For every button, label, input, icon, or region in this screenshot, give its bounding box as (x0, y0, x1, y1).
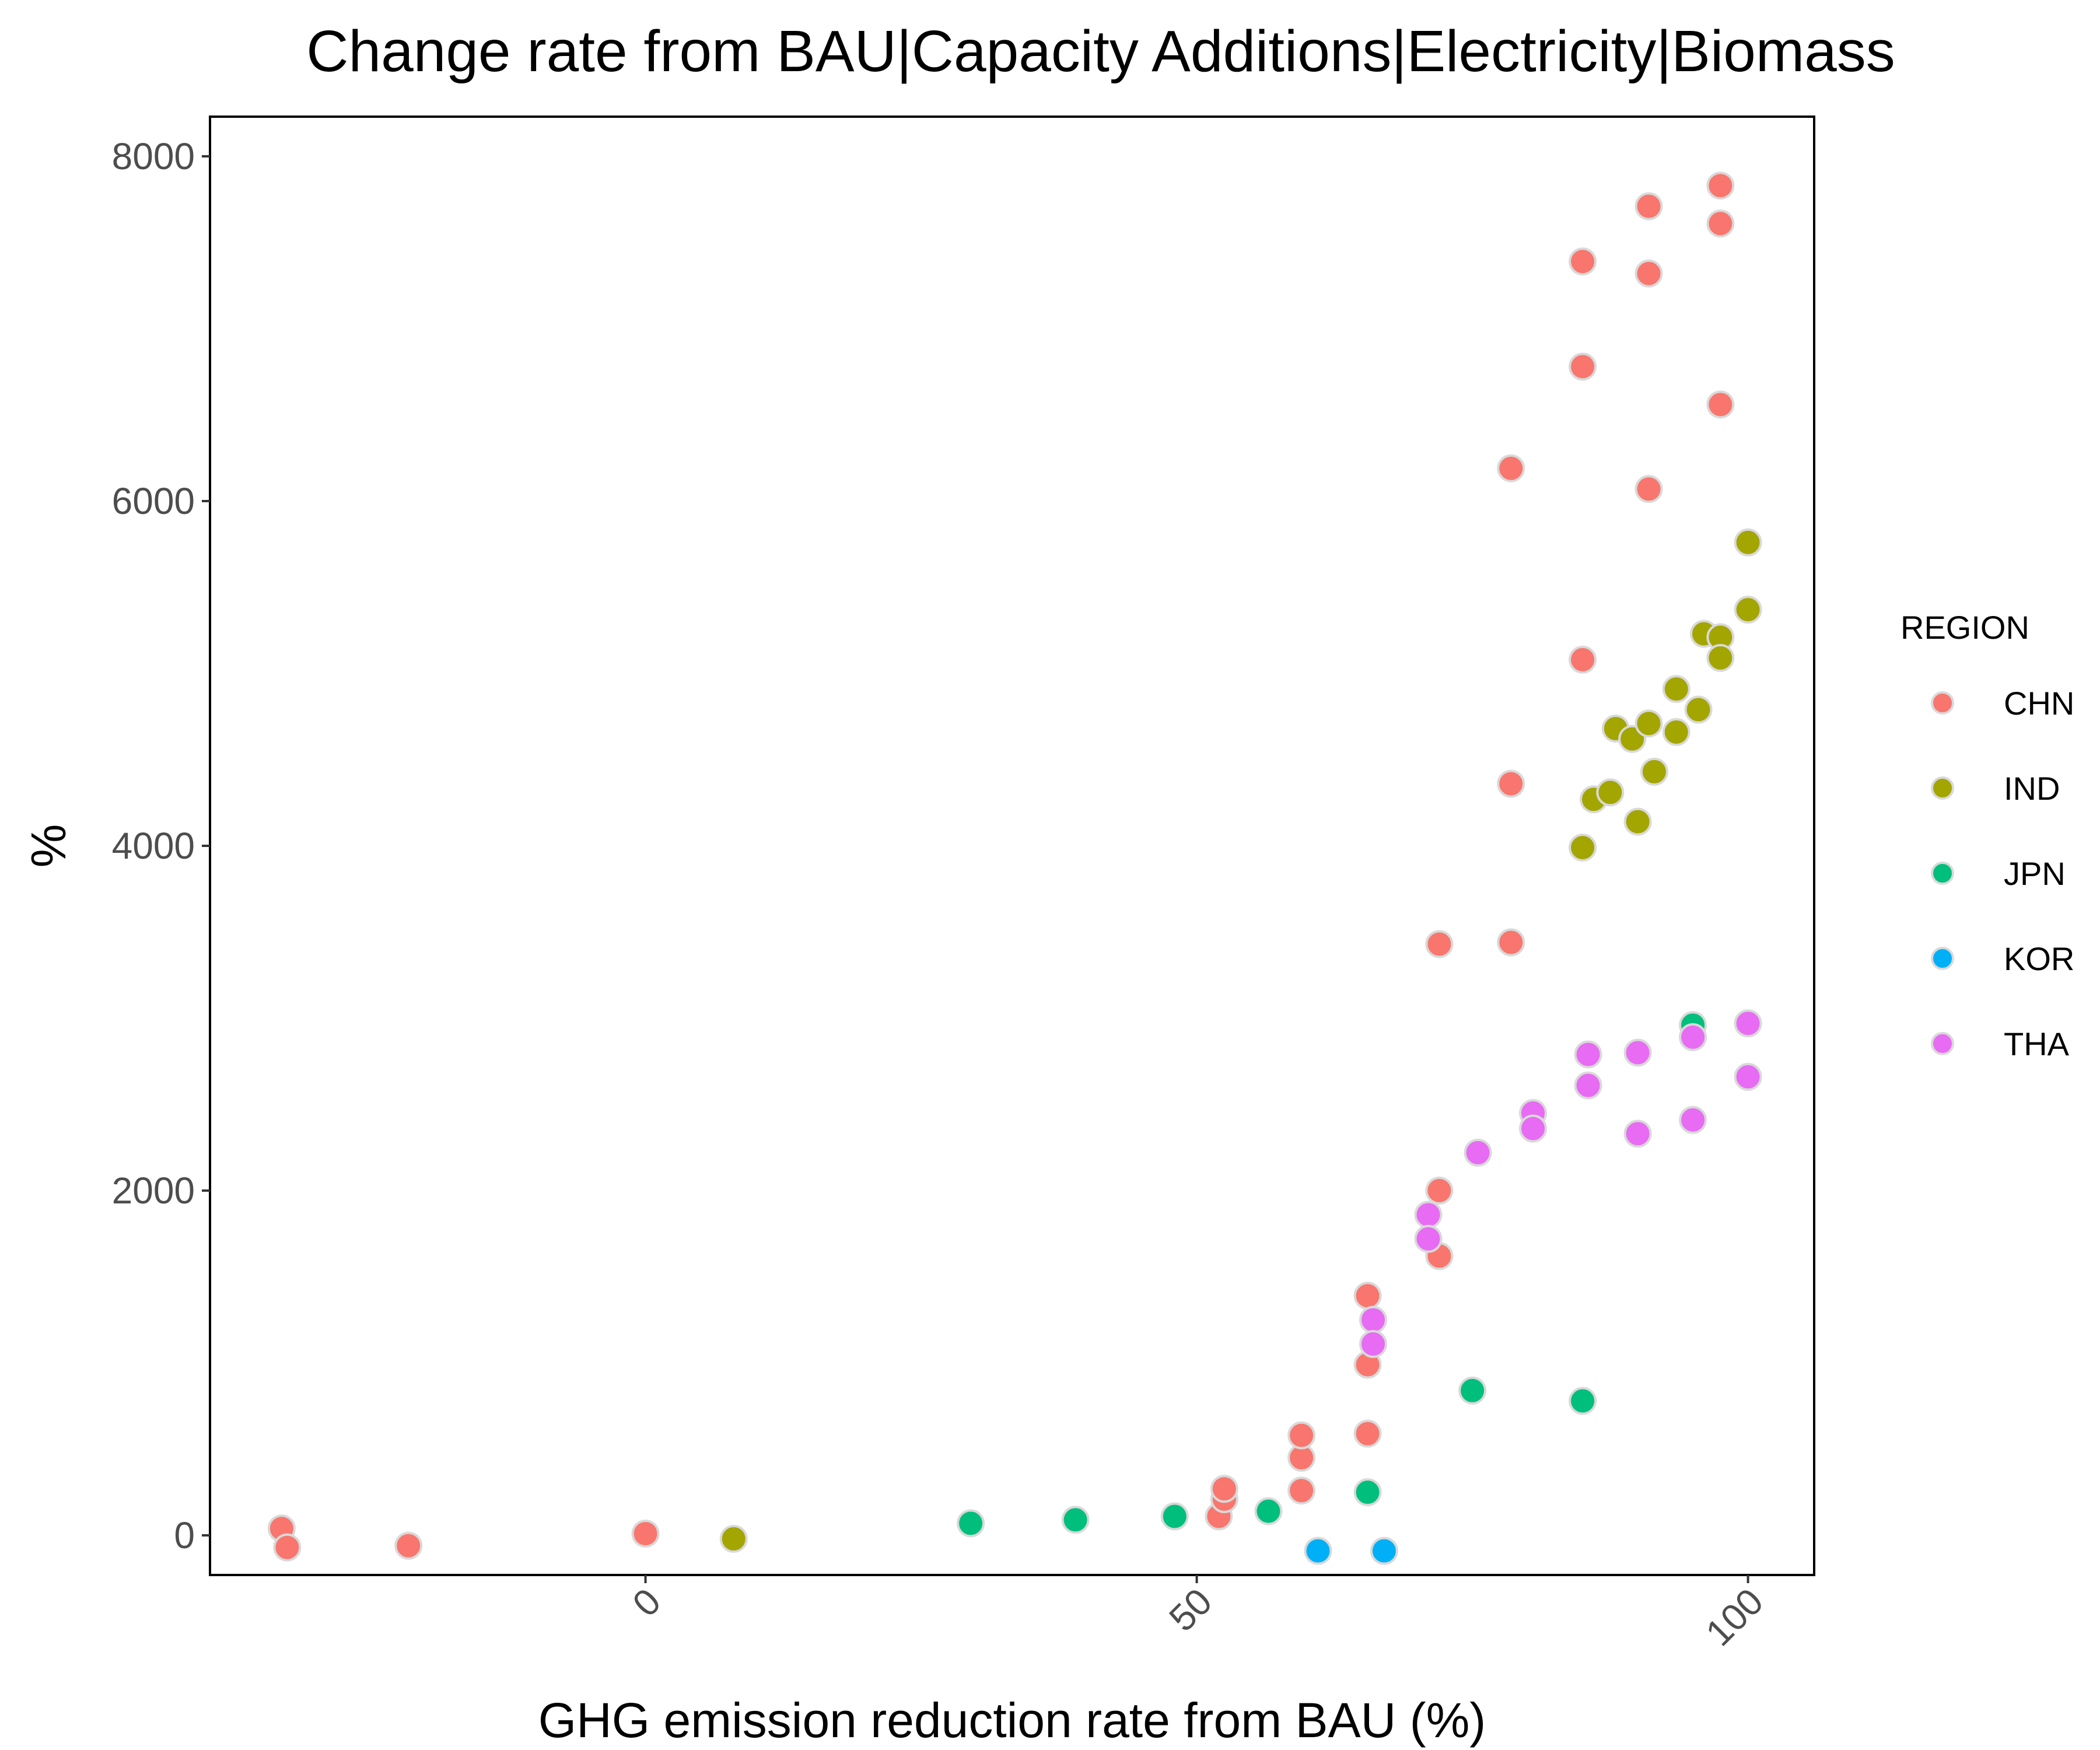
point-chn (1425, 930, 1454, 958)
point-jpn (1061, 1506, 1090, 1534)
point-ind (1706, 643, 1735, 672)
point-kor (1304, 1536, 1332, 1565)
point-jpn (1254, 1497, 1283, 1525)
point-chn (1706, 209, 1735, 238)
point-ind (1662, 675, 1690, 704)
point-chn (1706, 172, 1735, 200)
point-jpn (1569, 1387, 1597, 1415)
point-ind (1734, 528, 1762, 556)
legend-label-jpn: JPN (2004, 855, 2066, 892)
point-chn (1287, 1476, 1316, 1505)
point-chn (1497, 928, 1525, 957)
point-tha (1623, 1038, 1652, 1067)
legend-title: REGION (1901, 609, 2029, 646)
legend-label-chn: CHN (2004, 685, 2074, 722)
point-tha (1359, 1306, 1387, 1334)
legend-key-jpn (1931, 862, 1954, 885)
point-tha (1623, 1119, 1652, 1148)
point-ind (1640, 757, 1668, 786)
point-tha (1464, 1139, 1492, 1167)
legend-key-kor (1931, 947, 1954, 970)
x-axis-title: GHG emission reduction rate from BAU (%) (538, 1693, 1486, 1748)
point-jpn (1458, 1376, 1487, 1405)
chart-title: Change rate from BAU|Capacity Additions|… (306, 19, 1895, 84)
y-tick-label: 8000 (112, 135, 195, 177)
y-tick-label: 6000 (112, 480, 195, 522)
point-ind (1634, 709, 1663, 738)
point-tha (1734, 1062, 1762, 1091)
point-tha (1359, 1330, 1387, 1359)
legend-items: CHN IND JPN KOR THA (1931, 685, 2074, 1062)
point-chn (1634, 192, 1663, 220)
legend-key-chn (1931, 691, 1954, 715)
point-chn (1569, 352, 1597, 381)
point-chn (1353, 1282, 1382, 1310)
point-tha (1414, 1224, 1443, 1253)
point-tha (1679, 1105, 1707, 1134)
point-ind (1662, 718, 1690, 746)
point-chn (1210, 1475, 1238, 1503)
point-tha (1519, 1114, 1548, 1143)
y-axis-title: % (21, 824, 76, 868)
point-tha (1574, 1040, 1602, 1069)
point-ind (1734, 596, 1762, 624)
point-tha (1679, 1023, 1707, 1052)
point-chn (631, 1520, 660, 1548)
legend-key-ind (1931, 776, 1954, 800)
point-chn (1706, 390, 1735, 419)
legend-label-ind: IND (2004, 770, 2060, 807)
data-points (267, 172, 1762, 1565)
point-chn (1569, 247, 1597, 276)
point-jpn (957, 1509, 985, 1538)
y-tick-label: 2000 (112, 1170, 195, 1212)
point-chn (1634, 259, 1663, 288)
point-chn (394, 1531, 423, 1560)
point-chn (1497, 454, 1525, 482)
point-ind (1623, 807, 1652, 836)
point-kor (1370, 1536, 1398, 1565)
point-chn (1634, 475, 1663, 503)
point-tha (1734, 1009, 1762, 1038)
point-tha (1574, 1071, 1602, 1100)
point-ind (1569, 833, 1597, 862)
legend: REGION CHN IND JPN KOR THA (1901, 609, 2074, 1062)
point-chn (1425, 1177, 1454, 1205)
y-axis: 0 2000 4000 6000 8000 (112, 135, 210, 1556)
y-tick-label: 4000 (112, 825, 195, 867)
point-chn (1569, 645, 1597, 674)
point-ind (719, 1524, 748, 1553)
point-ind (1596, 778, 1625, 807)
point-ind (1684, 695, 1713, 724)
legend-label-kor: KOR (2004, 940, 2074, 977)
point-chn (1353, 1419, 1382, 1448)
point-chn (1497, 769, 1525, 798)
y-tick-label: 0 (174, 1514, 195, 1556)
point-jpn (1353, 1478, 1382, 1507)
point-tha (1414, 1200, 1443, 1229)
point-jpn (1160, 1502, 1189, 1531)
legend-key-tha (1931, 1032, 1954, 1055)
point-chn (1287, 1421, 1316, 1450)
legend-label-tha: THA (2004, 1026, 2070, 1062)
point-chn (273, 1533, 302, 1562)
plot-panel (209, 116, 1815, 1576)
